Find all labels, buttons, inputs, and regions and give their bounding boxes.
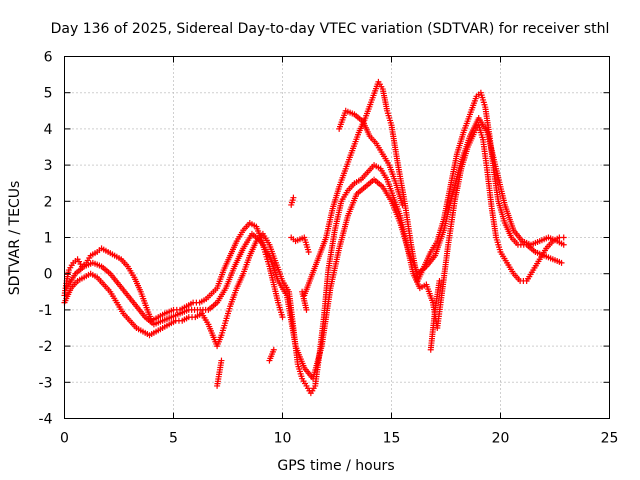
y-tick-label: 3: [44, 158, 53, 174]
data-point: [279, 314, 286, 321]
data-point: [558, 259, 565, 266]
data-point: [436, 277, 443, 284]
y-tick-label: -3: [39, 375, 53, 391]
data-point: [303, 306, 310, 313]
y-tick-label: -4: [39, 412, 53, 428]
data-point: [399, 201, 406, 208]
x-axis-label: GPS time / hours: [277, 458, 394, 474]
data-point: [290, 194, 297, 201]
y-tick-label: 0: [44, 267, 53, 283]
x-tick-label: 20: [492, 431, 510, 447]
y-tick-label: 1: [44, 231, 53, 247]
chart-title: Day 136 of 2025, Sidereal Day-to-day VTE…: [51, 21, 610, 37]
x-tick-label: 0: [60, 431, 69, 447]
series-track-c: [63, 115, 567, 382]
x-tick-label: 15: [383, 431, 401, 447]
data-point: [560, 241, 567, 248]
x-tick-label: 5: [169, 431, 178, 447]
y-tick-label: 2: [44, 194, 53, 210]
y-tick-label: -1: [39, 303, 53, 319]
data-points: [61, 78, 567, 397]
x-tick-label: 10: [274, 431, 292, 447]
data-point: [560, 234, 567, 241]
data-point: [270, 346, 277, 353]
series-track-d: [214, 107, 443, 389]
grid-layer: [64, 56, 610, 419]
data-point: [305, 248, 312, 255]
y-axis-label: SDTVAR / TECUs: [7, 181, 23, 296]
y-tick-label: 6: [44, 50, 53, 66]
plot-frame: [64, 56, 610, 419]
x-tick-label: 25: [601, 431, 619, 447]
y-tick-label: 4: [44, 122, 53, 138]
y-tick-label: 5: [44, 86, 53, 102]
data-point: [218, 357, 225, 364]
axes: 0 5 10 15 20 25 -4 -3 -2 -1 0 1 2 3 4 5 6: [39, 50, 619, 447]
y-tick-label: -2: [39, 339, 53, 355]
